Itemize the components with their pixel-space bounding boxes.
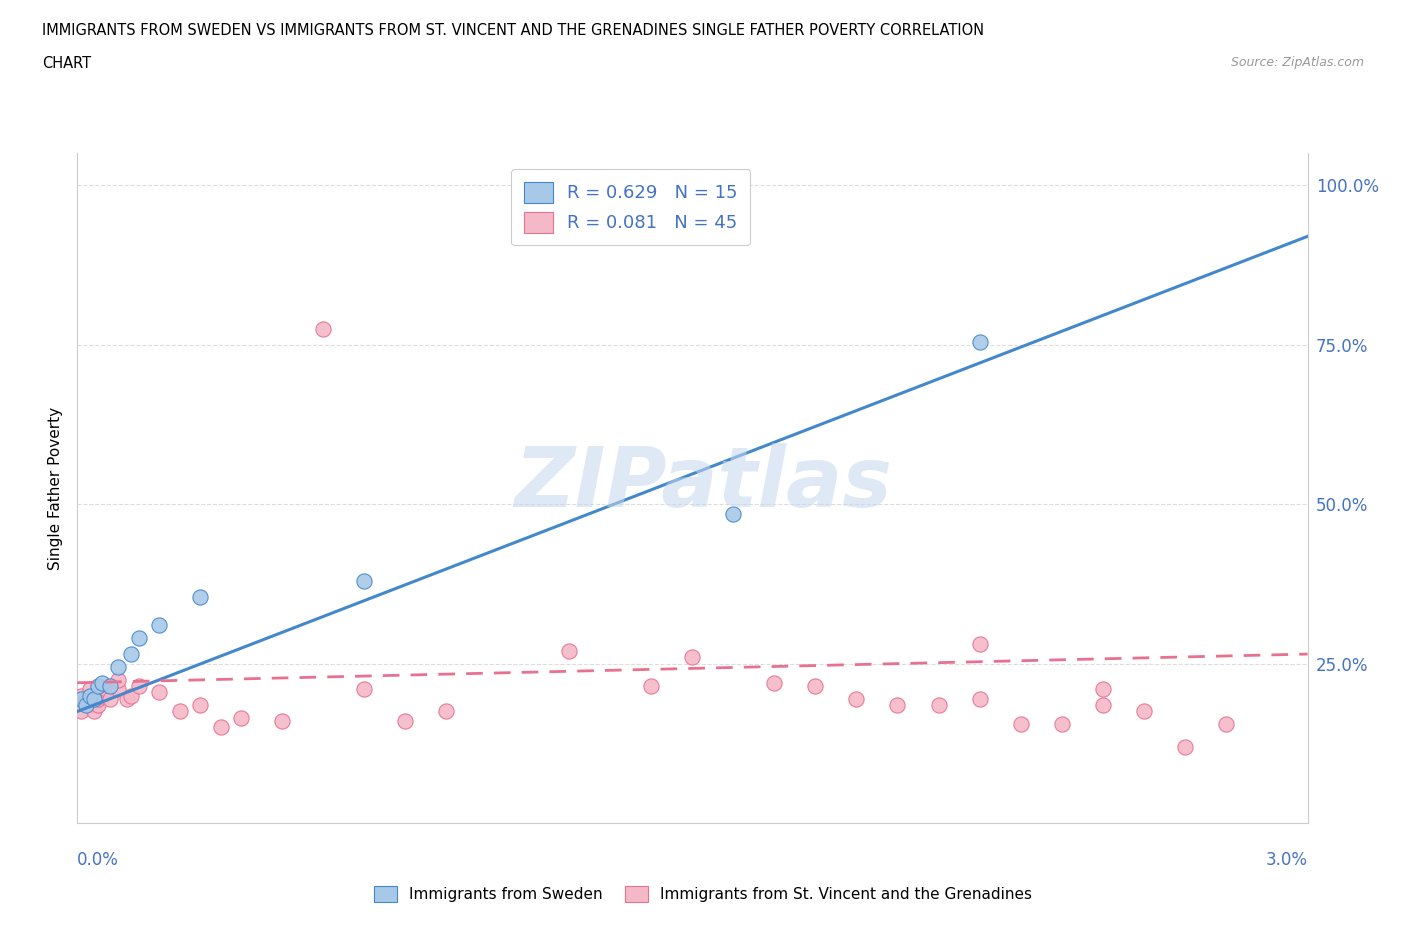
Point bbox=[969, 334, 991, 349]
Point bbox=[79, 682, 101, 697]
Point bbox=[107, 682, 129, 697]
Text: CHART: CHART bbox=[42, 56, 91, 71]
Point bbox=[79, 688, 101, 703]
Point bbox=[87, 698, 110, 712]
Point bbox=[70, 688, 93, 703]
Point bbox=[353, 682, 375, 697]
Point bbox=[763, 675, 786, 690]
Point bbox=[436, 704, 458, 719]
Point bbox=[148, 618, 170, 632]
Point bbox=[1174, 739, 1197, 754]
Point bbox=[148, 684, 170, 699]
Point bbox=[75, 691, 97, 706]
Point bbox=[128, 679, 150, 694]
Point bbox=[1215, 717, 1237, 732]
Text: Source: ZipAtlas.com: Source: ZipAtlas.com bbox=[1230, 56, 1364, 69]
Text: 0.0%: 0.0% bbox=[77, 851, 120, 870]
Text: 3.0%: 3.0% bbox=[1265, 851, 1308, 870]
Point bbox=[98, 679, 121, 694]
Point bbox=[115, 691, 138, 706]
Point bbox=[209, 720, 232, 735]
Point bbox=[271, 713, 294, 728]
Y-axis label: Single Father Poverty: Single Father Poverty bbox=[48, 406, 63, 570]
Point bbox=[723, 506, 745, 521]
Point bbox=[90, 675, 114, 690]
Point bbox=[83, 691, 105, 706]
Point bbox=[640, 679, 662, 694]
Point bbox=[75, 698, 97, 712]
Point bbox=[70, 691, 93, 706]
Text: IMMIGRANTS FROM SWEDEN VS IMMIGRANTS FROM ST. VINCENT AND THE GRENADINES SINGLE : IMMIGRANTS FROM SWEDEN VS IMMIGRANTS FRO… bbox=[42, 23, 984, 38]
Point bbox=[107, 659, 129, 674]
Point bbox=[79, 698, 101, 712]
Point bbox=[682, 650, 704, 665]
Point bbox=[969, 637, 991, 652]
Point bbox=[120, 688, 142, 703]
Legend: R = 0.629   N = 15, R = 0.081   N = 45: R = 0.629 N = 15, R = 0.081 N = 45 bbox=[512, 169, 751, 246]
Point bbox=[87, 691, 110, 706]
Point bbox=[87, 679, 110, 694]
Text: ZIPatlas: ZIPatlas bbox=[515, 443, 891, 525]
Point bbox=[188, 698, 212, 712]
Legend: Immigrants from Sweden, Immigrants from St. Vincent and the Grenadines: Immigrants from Sweden, Immigrants from … bbox=[367, 880, 1039, 909]
Point bbox=[886, 698, 908, 712]
Point bbox=[1010, 717, 1032, 732]
Point bbox=[928, 698, 950, 712]
Point bbox=[94, 682, 117, 697]
Point bbox=[1050, 717, 1073, 732]
Point bbox=[107, 672, 129, 687]
Point bbox=[128, 631, 150, 645]
Point bbox=[845, 691, 868, 706]
Point bbox=[394, 713, 416, 728]
Point bbox=[312, 322, 335, 337]
Point bbox=[558, 644, 581, 658]
Point bbox=[90, 688, 114, 703]
Point bbox=[188, 590, 212, 604]
Point bbox=[83, 704, 105, 719]
Point bbox=[804, 679, 827, 694]
Point bbox=[70, 704, 93, 719]
Point bbox=[98, 691, 121, 706]
Point bbox=[969, 691, 991, 706]
Point bbox=[75, 695, 97, 710]
Point bbox=[1091, 682, 1114, 697]
Point bbox=[1091, 698, 1114, 712]
Point bbox=[169, 704, 191, 719]
Point bbox=[83, 691, 105, 706]
Point bbox=[1132, 704, 1154, 719]
Point bbox=[353, 573, 375, 588]
Point bbox=[231, 711, 253, 725]
Point bbox=[120, 646, 142, 661]
